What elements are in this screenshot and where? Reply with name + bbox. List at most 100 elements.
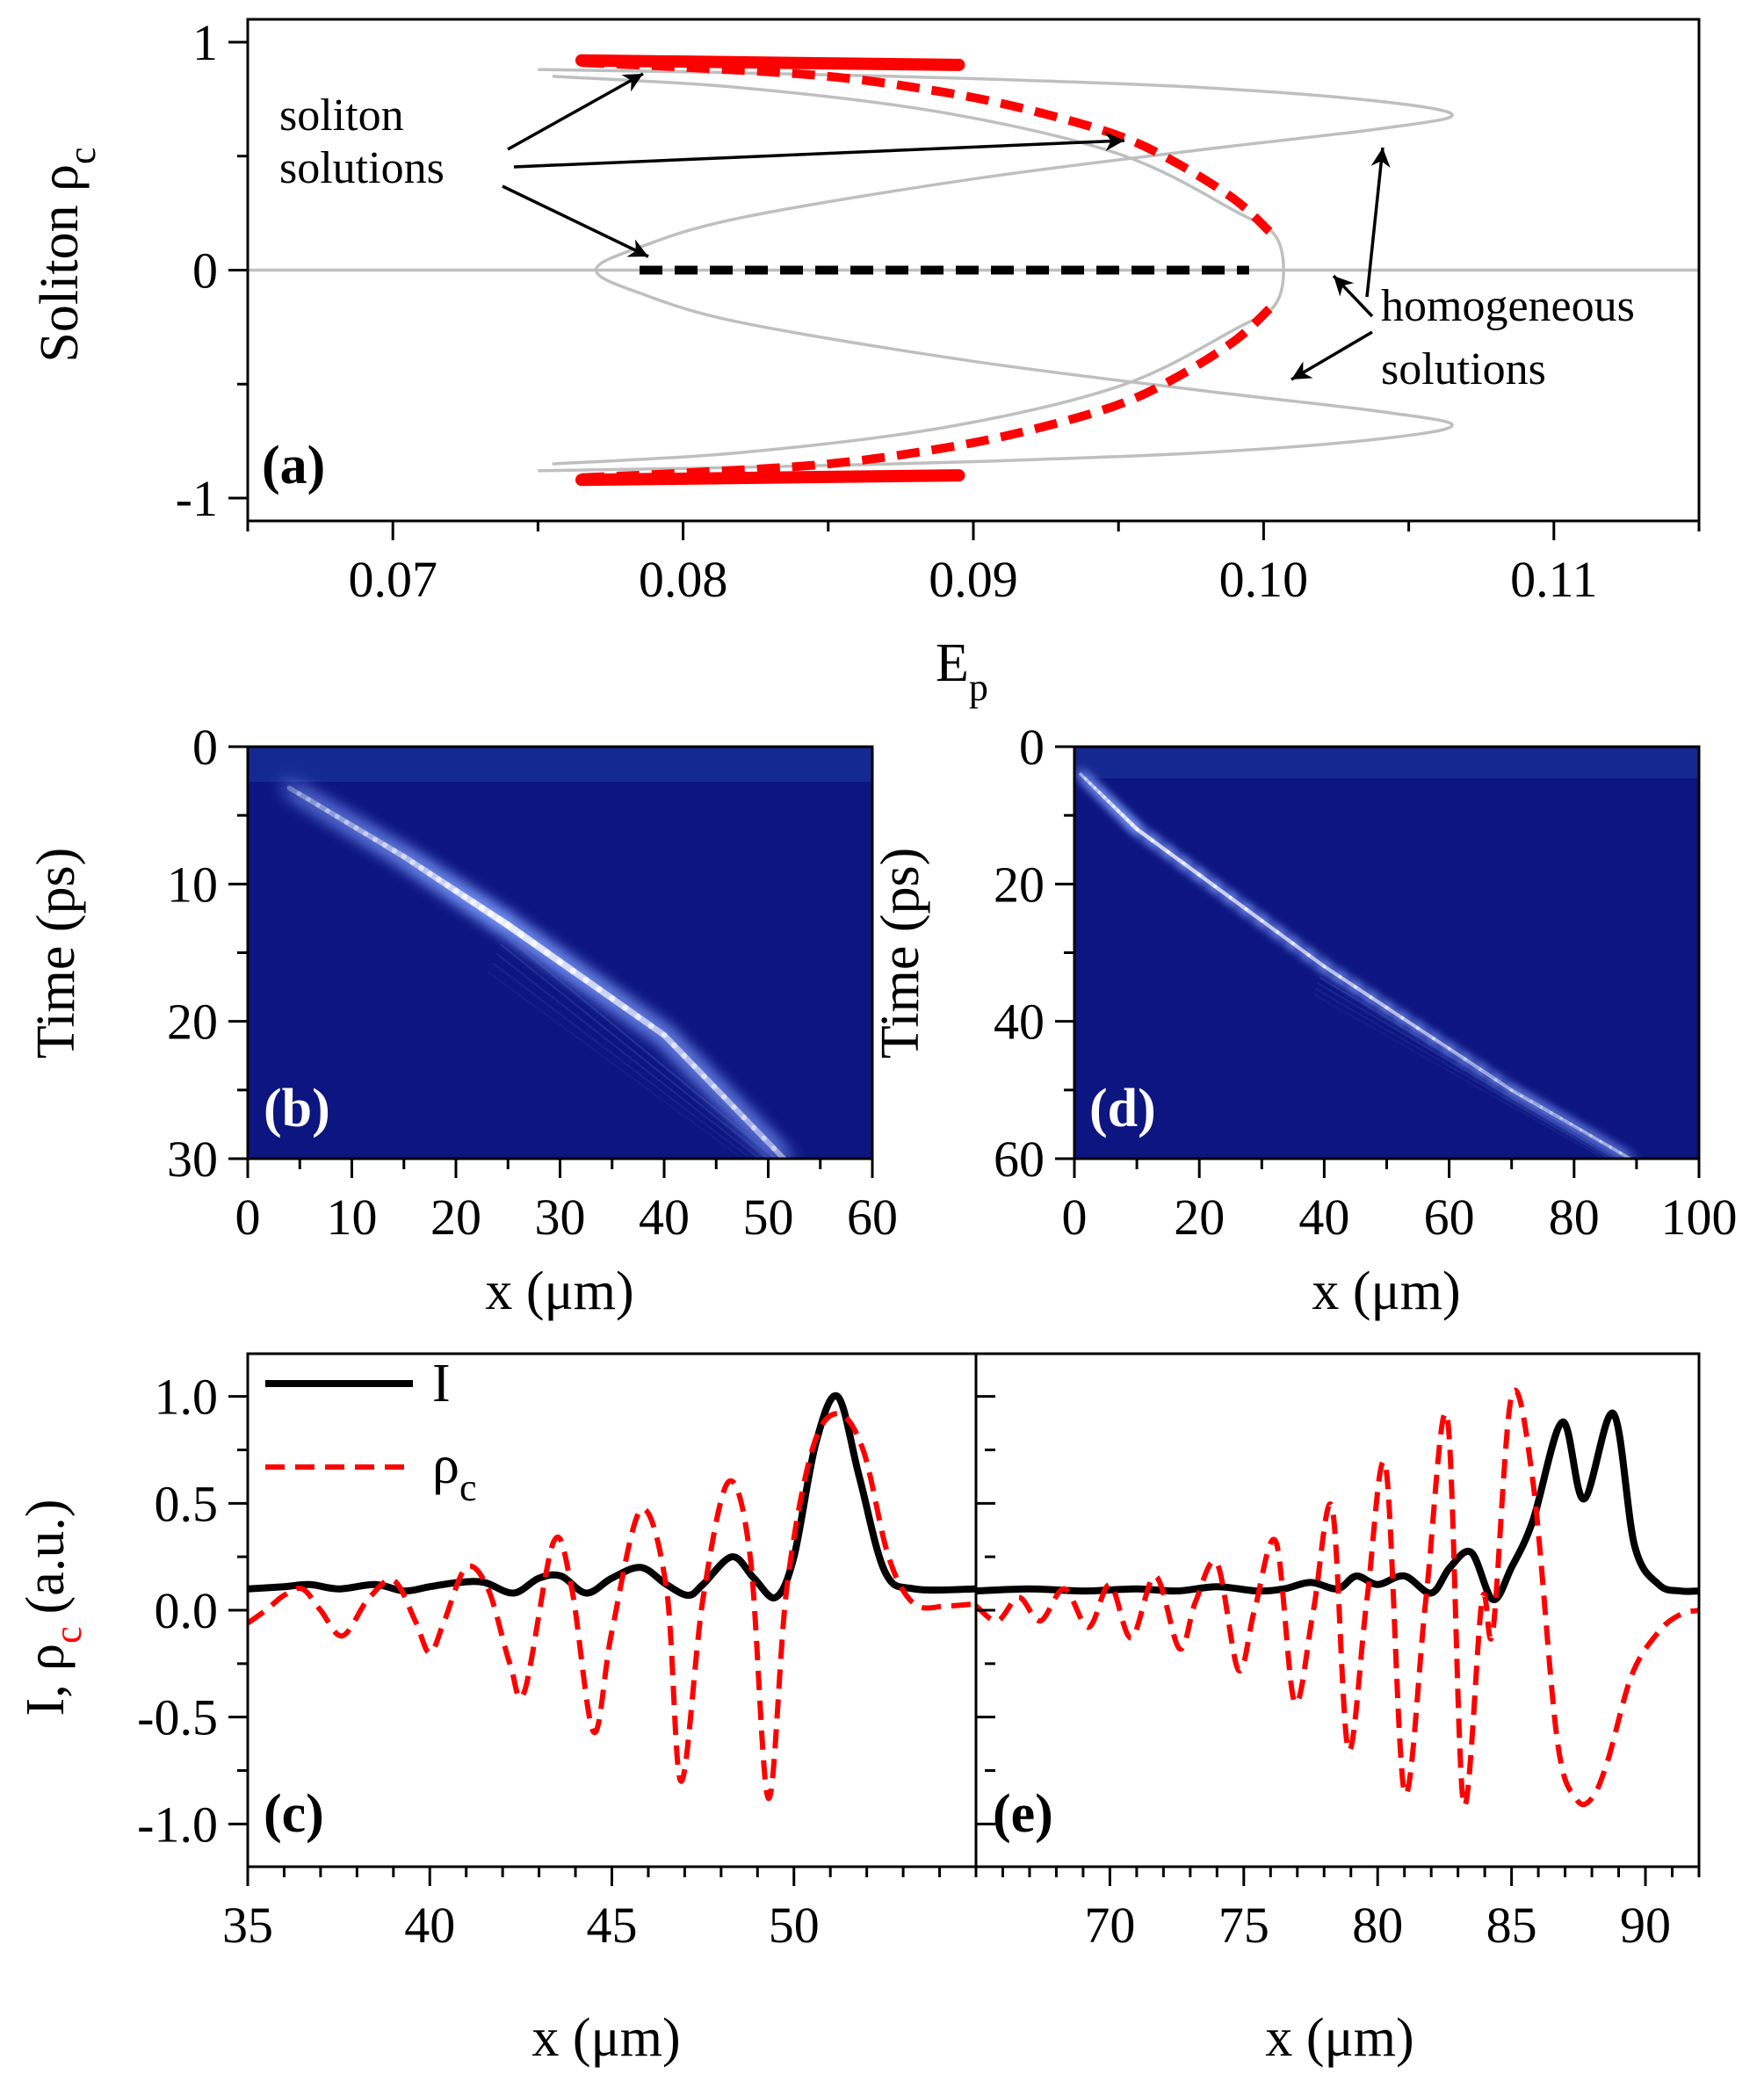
soliton-core-segment [761,1135,777,1152]
soliton-core-segment [1588,1134,1602,1144]
panel-b-y-title: Time (ps) [26,848,86,1059]
panel-a-label: (a) [262,436,325,495]
annotation-homogeneous-line-2: solutions [1381,344,1546,394]
panel-b-y-tick-label: 20 [167,994,218,1051]
soliton-core-segment [1549,1111,1563,1121]
soliton-core-segment [286,785,301,797]
panel-d: 0 20 40 60 80 100 0 20 40 60 (d) x (μm) Time (ps… [871,719,1738,1321]
soliton-glow-segment [761,1135,797,1159]
panel-c-series-intensity [248,1391,976,1601]
soliton-core-segment [1431,1037,1451,1051]
panel-a-y-tick-label: 1 [192,14,218,71]
ripple-fringe [1312,993,1606,1159]
panel-a-x-tick-label: 0.08 [639,551,728,608]
soliton-core-segment [1244,907,1264,923]
soliton-core-segment [343,820,359,831]
panel-b-x-title: x (μm) [485,1261,633,1321]
panel-b-label: (b) [264,1079,330,1138]
panel-b-x-tick-label: 40 [639,1189,690,1246]
panel-e-x-title: x (μm) [1265,2008,1413,2068]
soliton-core-segment [1197,872,1218,889]
panel-c-y-tick-label: 1.0 [155,1369,219,1426]
panel-e-x-tick-label: 90 [1620,1897,1671,1954]
panel-d-y-tick-label: 60 [994,1131,1045,1188]
soliton-core-segment [741,1114,757,1131]
soliton-core-segment [1322,965,1342,979]
panel-a-y-tick-label: 0 [192,242,218,300]
panel-c-y-title-suffix: (a.u.) [16,1500,76,1615]
panel-e-series-intensity [976,1410,1699,1603]
panel-c-y-title: I, ρc(a.u.) [16,1500,90,1717]
soliton-core-segment [1478,1067,1498,1082]
soliton-core-segment [1579,1128,1593,1138]
panel-b-x-tick-label: 20 [430,1189,481,1246]
soliton-core-segment [1260,918,1280,935]
soliton-core-segment [315,802,330,813]
soliton-core-segment [751,1124,767,1141]
panel-d-heatmap [1074,747,1699,1159]
panel-c-x-tick-label: 35 [222,1897,273,1954]
panel-c-label: (c) [264,1784,324,1844]
soliton-core-segment [1182,861,1202,878]
soliton-core-segment [1166,849,1186,866]
panel-e-x-tick-label: 80 [1352,1897,1403,1954]
panel-e-x-tick-label: 75 [1218,1897,1269,1954]
soliton-core-segment [1353,985,1373,1000]
panel-a-series [248,54,1699,487]
legend-label-rho-sub: c [459,1466,477,1509]
soliton-core-segment [1520,1094,1534,1103]
panel-c-y-tick-label: -1.0 [137,1796,218,1853]
ripple-fringe [499,943,770,1159]
panel-e-y-ticks [976,1395,995,1825]
arrow-homogeneous-zero [1332,274,1374,318]
panel-c-x-ticks: 35 40 45 50 [222,1867,978,1954]
panel-b: 0 10 20 30 40 50 60 0 10 20 30 (b) x (μm) Time (p… [26,719,898,1321]
ripple-fringe [1319,976,1622,1159]
soliton-core-segment [1569,1123,1583,1132]
panel-c-y-tick-label: -0.5 [137,1689,218,1746]
panel-e-x-ticks: 70 75 80 85 90 [974,1867,1701,1954]
panel-a-y-title-sub: c [61,147,104,164]
soliton-core-segment [770,1146,787,1159]
panel-b-x-tick-label: 50 [743,1189,794,1246]
panel-b-y-ticks: 0 10 20 30 [167,719,248,1188]
annotation-arrows [502,72,1391,381]
arrow-homogeneous-lower [1290,330,1373,381]
soliton-core-segment [1276,930,1295,946]
panel-a-x-tick-label: 0.07 [348,551,437,608]
panel-e-x-tick-label: 85 [1486,1897,1537,1954]
panel-b-y-tick-label: 0 [192,719,218,776]
panel-a-x-ticks: 0.07 0.08 0.09 0.10 0.11 [246,521,1701,608]
ripple-fringe [495,952,762,1159]
soliton-core-segment [1559,1117,1573,1126]
panel-b-x-tick-label: 60 [847,1189,898,1246]
panel-d-x-tick-label: 20 [1174,1189,1225,1246]
soliton-core-segment [1400,1015,1421,1030]
panel-d-y-tick-label: 20 [994,856,1045,913]
panel-a: 0.07 0.08 0.09 0.10 0.11 -1 0 1 (a) Ep Soliton… [30,14,1701,709]
ripple-fringe [1321,971,1627,1159]
soliton-core-segment [1134,827,1155,843]
panel-d-x-tick-label: 80 [1549,1189,1600,1246]
soliton-core-segment [334,813,350,825]
soliton-core-segment [1447,1046,1467,1061]
panel-b-y-tick-label: 30 [167,1131,218,1188]
panel-c-y-tick-label: 0.0 [155,1582,219,1639]
legend-label-rho: ρc [432,1435,476,1509]
panel-d-soliton-core [1079,772,1632,1159]
annotation-soliton-line-1: soliton [279,90,404,141]
panel-d-x-tick-label: 60 [1424,1189,1475,1246]
arrow-homogeneous-upper [1365,147,1391,298]
soliton-core-segment [306,797,321,808]
annotation-homogeneous-line-1: homogeneous [1381,281,1635,331]
soliton-core-segment [1416,1026,1435,1041]
annotation-soliton-line-2: solutions [279,143,445,193]
soliton-core-segment [1228,895,1248,912]
panel-c-legend: I ρc [265,1354,476,1509]
panel-a-x-title-sub: p [969,666,988,709]
legend-label-i: I [432,1354,451,1413]
soliton-core-segment [1212,884,1233,900]
annotation-homogeneous-solutions: homogeneous solutions [1381,281,1635,394]
soliton-core-segment [1150,838,1170,855]
